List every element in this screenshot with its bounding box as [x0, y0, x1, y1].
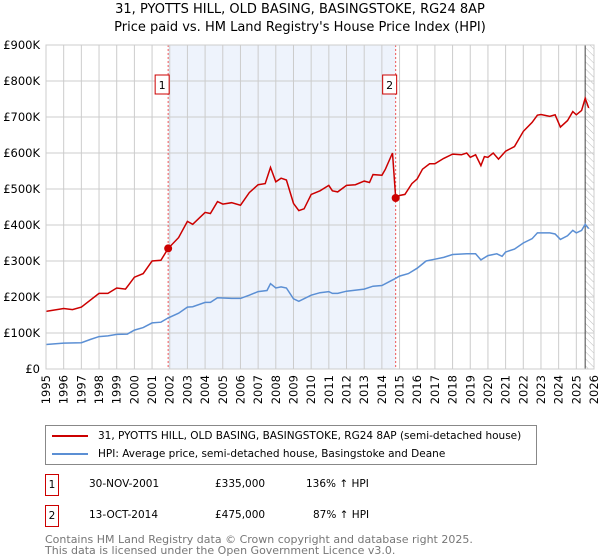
x-tick-label: 1996 — [57, 375, 71, 404]
chart-title: 31, PYOTTS HILL, OLD BASING, BASINGSTOKE… — [115, 2, 485, 17]
x-tick-label: 1998 — [92, 375, 106, 404]
x-tick-label: 1999 — [110, 375, 124, 404]
sale-point — [164, 244, 173, 253]
x-tick-label: 2016 — [410, 375, 424, 404]
sale-badge: 1 — [45, 474, 59, 496]
hpi-line — [45, 222, 590, 346]
legend-item-property: 31, PYOTTS HILL, OLD BASING, BASINGSTOKE… — [52, 428, 521, 444]
legend-swatch-blue — [52, 453, 88, 455]
x-tick-label: 2005 — [216, 375, 230, 404]
x-tick-label: 2022 — [516, 375, 530, 404]
legend-swatch-red — [52, 435, 88, 437]
sale-date: 30-NOV-2001 — [89, 478, 160, 490]
x-tick-label: 2015 — [393, 375, 407, 404]
x-tick-label: 2018 — [446, 375, 460, 404]
footer-copyright: Contains HM Land Registry data © Crown c… — [45, 533, 473, 546]
price-chart: 1995 1996 1997 1998 1999 2000 2001 2002 2003 2004… — [3, 38, 600, 404]
x-tick-label: 1995 — [39, 375, 53, 404]
x-tick-label: 2007 — [251, 375, 265, 404]
x-tick-label: 2019 — [463, 375, 477, 404]
x-tick-label: 2006 — [233, 375, 247, 404]
x-tick-label: 2014 — [375, 375, 389, 404]
legend-label: 31, PYOTTS HILL, OLD BASING, BASINGSTOKE… — [98, 430, 522, 442]
x-tick-label: 2026 — [587, 375, 600, 404]
legend: 31, PYOTTS HILL, OLD BASING, BASINGSTOKE… — [45, 425, 537, 465]
y-tick-label: £600K — [3, 146, 40, 160]
y-tick-label: £100K — [3, 326, 40, 340]
sale-annotation-label: 2 — [386, 79, 393, 92]
sale-price: £335,000 — [215, 478, 266, 490]
x-tick-label: 2017 — [428, 375, 442, 404]
x-tick-label: 1997 — [74, 375, 88, 404]
sale-annotation-box — [382, 74, 398, 95]
sale-hpi: 87% ↑ HPI — [313, 509, 370, 521]
plot-frame — [45, 44, 595, 370]
sale-annotation-label: 1 — [159, 79, 166, 92]
x-tick-label: 2000 — [127, 375, 141, 404]
forecast-hatch — [585, 45, 594, 369]
sale-row: 2 13-OCT-2014 £475,000 87% ↑ HPI — [45, 505, 545, 527]
legend-label: HPI: Average price, semi-detached house,… — [98, 448, 446, 460]
y-tick-label: £800K — [3, 74, 40, 88]
sale-hpi: 136% ↑ HPI — [306, 478, 369, 490]
x-tick-label: 2012 — [340, 375, 354, 404]
sale-row: 1 30-NOV-2001 £335,000 136% ↑ HPI — [45, 474, 545, 496]
y-tick-label: £400K — [3, 218, 40, 232]
x-tick-label: 2003 — [180, 375, 194, 404]
x-tick-label: 2013 — [357, 375, 371, 404]
y-tick-label: £700K — [3, 110, 40, 124]
shaded-period — [168, 45, 396, 369]
sale-badge: 2 — [45, 505, 59, 527]
x-tick-label: 2001 — [145, 375, 159, 404]
x-tick-label: 2004 — [198, 375, 212, 404]
x-tick-label: 2011 — [322, 375, 336, 404]
sale-annotation-box — [154, 74, 170, 95]
legend-item-hpi: HPI: Average price, semi-detached house,… — [52, 446, 445, 462]
x-tick-label: 2010 — [304, 375, 318, 404]
x-tick-label: 2023 — [534, 375, 548, 404]
x-tick-label: 2008 — [269, 375, 283, 404]
property-price-line — [45, 95, 590, 313]
x-tick-label: 2024 — [552, 375, 566, 404]
y-tick-label: £900K — [3, 38, 40, 52]
x-tick-label: 2021 — [499, 375, 513, 404]
sale-price: £475,000 — [215, 509, 266, 521]
chart-subtitle: Price paid vs. HM Land Registry's House … — [114, 20, 486, 35]
y-tick-label: £300K — [3, 254, 40, 268]
y-tick-label: £200K — [3, 290, 40, 304]
x-tick-label: 2002 — [163, 375, 177, 404]
x-tick-label: 2009 — [286, 375, 300, 404]
x-tick-label: 2025 — [569, 375, 583, 404]
y-tick-label: £500K — [3, 182, 40, 196]
y-tick-label: £0 — [25, 362, 40, 376]
sale-point — [391, 194, 400, 202]
x-tick-label: 2020 — [481, 375, 495, 404]
footer-licence: This data is licensed under the Open Gov… — [45, 544, 396, 557]
sale-date: 13-OCT-2014 — [89, 509, 158, 521]
